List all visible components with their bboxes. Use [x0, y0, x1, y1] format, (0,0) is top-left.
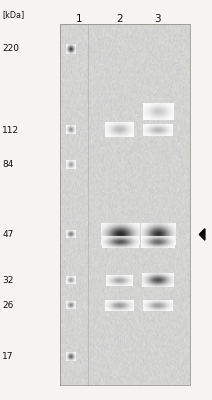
Text: 112: 112 — [2, 126, 19, 134]
Text: 32: 32 — [2, 276, 14, 285]
Text: 17: 17 — [2, 352, 14, 361]
Text: 3: 3 — [155, 14, 161, 24]
Text: 47: 47 — [2, 230, 14, 239]
Text: 2: 2 — [116, 14, 123, 24]
Text: 26: 26 — [2, 301, 14, 310]
Text: [kDa]: [kDa] — [2, 10, 24, 19]
Text: 220: 220 — [2, 44, 19, 53]
Polygon shape — [199, 229, 205, 240]
Bar — [60, 24, 190, 385]
Text: 1: 1 — [76, 14, 83, 24]
Text: 84: 84 — [2, 160, 14, 169]
